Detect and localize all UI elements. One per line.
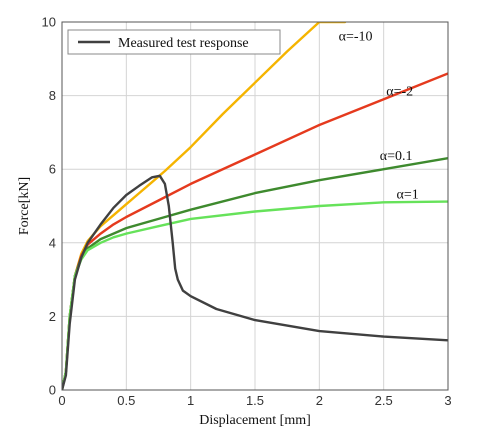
grid (62, 22, 448, 390)
y-tick-labels: 0 2 4 6 8 10 (42, 15, 56, 398)
legend: Measured test response (68, 30, 280, 54)
series-annotations: α=-10 α=-2 α=0.1 α=1 (339, 29, 419, 202)
series-annotation: α=-10 (339, 29, 373, 44)
y-tick-label: 8 (49, 88, 56, 103)
y-axis-label: Force[kN] (17, 177, 32, 235)
x-tick-labels: 0 0.5 1 1.5 2 2.5 3 (58, 393, 451, 408)
x-tick-label: 0 (58, 393, 65, 408)
x-tick-label: 0.5 (117, 393, 135, 408)
y-tick-label: 10 (42, 15, 56, 30)
x-tick-label: 1 (187, 393, 194, 408)
y-tick-label: 2 (49, 309, 56, 324)
y-tick-label: 4 (49, 235, 56, 250)
x-axis-label: Displacement [mm] (199, 413, 311, 428)
x-tick-label: 2 (316, 393, 323, 408)
series-annotation: α=-2 (386, 85, 413, 100)
x-tick-label: 2.5 (375, 393, 393, 408)
y-tick-label: 6 (49, 162, 56, 177)
series-annotation: α=1 (397, 188, 419, 203)
legend-label: Measured test response (118, 36, 249, 51)
y-tick-label: 0 (49, 383, 56, 398)
x-tick-label: 3 (444, 393, 451, 408)
x-tick-label: 1.5 (246, 393, 264, 408)
series-annotation: α=0.1 (380, 149, 413, 164)
